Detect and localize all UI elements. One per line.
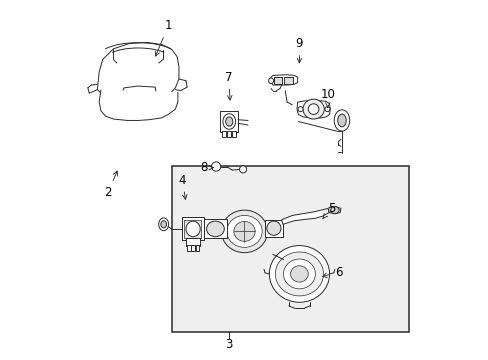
Ellipse shape xyxy=(206,221,224,237)
Ellipse shape xyxy=(239,166,246,173)
Bar xyxy=(195,244,199,251)
Ellipse shape xyxy=(303,99,324,119)
Ellipse shape xyxy=(159,218,168,231)
Text: 4: 4 xyxy=(178,174,186,199)
Text: 2: 2 xyxy=(104,171,117,199)
Bar xyxy=(273,77,282,84)
Ellipse shape xyxy=(185,221,200,237)
Bar xyxy=(187,244,190,251)
Bar xyxy=(182,217,203,240)
Ellipse shape xyxy=(266,221,281,235)
Ellipse shape xyxy=(223,114,235,129)
Polygon shape xyxy=(270,75,297,85)
Ellipse shape xyxy=(225,117,232,126)
Polygon shape xyxy=(296,100,329,118)
Ellipse shape xyxy=(283,259,315,289)
Bar xyxy=(264,220,282,237)
Bar xyxy=(226,131,230,138)
Ellipse shape xyxy=(330,207,339,214)
Bar xyxy=(184,220,201,238)
Ellipse shape xyxy=(233,221,255,241)
Ellipse shape xyxy=(333,110,349,131)
Ellipse shape xyxy=(269,246,329,302)
Polygon shape xyxy=(99,90,178,121)
Ellipse shape xyxy=(337,114,346,127)
Ellipse shape xyxy=(290,266,307,282)
Ellipse shape xyxy=(161,221,166,228)
Polygon shape xyxy=(281,208,328,224)
Ellipse shape xyxy=(211,162,220,171)
Polygon shape xyxy=(328,207,340,214)
Text: 10: 10 xyxy=(320,89,335,107)
Ellipse shape xyxy=(325,107,329,112)
Text: 8: 8 xyxy=(200,161,213,174)
Ellipse shape xyxy=(307,104,318,114)
Ellipse shape xyxy=(297,107,303,112)
Bar xyxy=(220,111,238,132)
Text: 1: 1 xyxy=(155,19,172,56)
Bar xyxy=(222,131,225,138)
Ellipse shape xyxy=(275,252,323,296)
Bar xyxy=(185,238,200,246)
Bar xyxy=(191,244,195,251)
Ellipse shape xyxy=(102,106,109,113)
Bar xyxy=(284,77,292,84)
Ellipse shape xyxy=(268,78,273,84)
Bar xyxy=(171,166,408,332)
Ellipse shape xyxy=(226,215,262,247)
Polygon shape xyxy=(97,42,179,97)
Ellipse shape xyxy=(221,210,267,253)
Bar xyxy=(231,131,236,138)
Text: 3: 3 xyxy=(224,338,232,351)
Text: 9: 9 xyxy=(295,37,303,63)
Text: 6: 6 xyxy=(322,266,342,279)
Text: 5: 5 xyxy=(322,202,334,219)
Text: 7: 7 xyxy=(224,71,232,100)
Ellipse shape xyxy=(161,106,168,113)
Bar xyxy=(203,219,226,238)
